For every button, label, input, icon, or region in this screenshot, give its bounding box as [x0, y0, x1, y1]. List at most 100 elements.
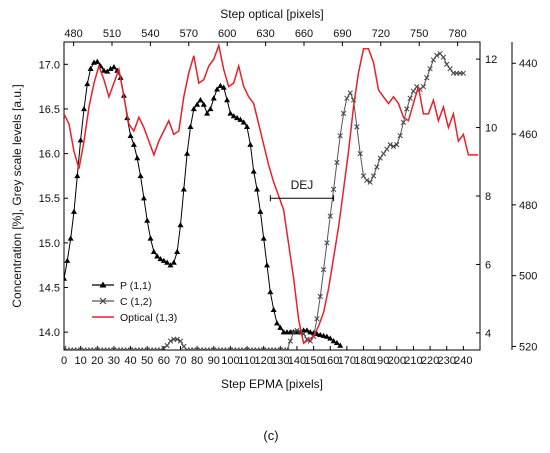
p-point [227, 110, 234, 116]
p-point [67, 235, 74, 241]
bottom-tick-label: 180 [354, 355, 372, 367]
c-point [337, 133, 343, 139]
p-point [200, 101, 207, 107]
p-point [150, 248, 157, 254]
bottom-tick-label: 130 [271, 355, 289, 367]
right-axis-1-ticks: 4 6 8 10 12 [476, 54, 497, 340]
top-tick-label: 600 [218, 28, 236, 40]
left-axis-title: Concentration [%], Grey scale levels [a.… [10, 84, 24, 307]
p-point [307, 329, 314, 335]
p-point [337, 342, 344, 348]
top-tick-label: 540 [141, 28, 159, 40]
p-point [270, 306, 277, 313]
p-point [217, 82, 224, 88]
p-point [317, 331, 324, 338]
c-point [424, 75, 430, 81]
p-point [164, 259, 171, 265]
series-1 [64, 50, 467, 350]
top-tick-label: 660 [295, 28, 313, 40]
top-axis-title: Step optical [pixels] [220, 7, 323, 21]
p-point [327, 335, 334, 341]
c-point [340, 110, 347, 117]
top-tick-label: 630 [256, 28, 274, 40]
p-point [74, 172, 81, 179]
p-point [320, 332, 327, 338]
c-point [167, 338, 174, 344]
c-point [334, 159, 340, 166]
legend-item-optical: Optical (1,3) [92, 312, 177, 324]
p-point [257, 208, 264, 214]
top-tick-label: 750 [410, 28, 428, 40]
legend-label-optical: Optical (1,3) [120, 312, 177, 324]
c-point [344, 95, 350, 101]
top-tick-label: 570 [180, 28, 198, 40]
p-point [87, 65, 94, 71]
c-point [64, 345, 67, 350]
p-point [147, 235, 154, 241]
p-point [110, 63, 117, 70]
p-point [214, 86, 221, 92]
bottom-tick-label: 30 [108, 355, 120, 367]
bottom-tick-label: 50 [141, 355, 153, 367]
left-tick-label: 15.5 [39, 193, 60, 205]
bottom-tick-label: 70 [174, 355, 186, 367]
legend-x-marker [99, 297, 107, 305]
p-point [174, 248, 181, 254]
c-point [367, 179, 373, 185]
c-point [320, 266, 327, 273]
p-point [157, 255, 164, 262]
c-point [380, 150, 387, 157]
p-point [77, 137, 84, 143]
p-point [137, 172, 144, 179]
p-point [84, 80, 91, 87]
bottom-axis-title: Step EPMA [pixels] [221, 377, 323, 391]
c-point [397, 133, 403, 139]
p-point [184, 150, 191, 156]
p-point [277, 324, 284, 330]
c-point [420, 83, 427, 90]
left-tick-label: 14.0 [39, 327, 60, 339]
c-point [357, 150, 363, 157]
p-point [204, 110, 211, 116]
p-point [210, 95, 217, 101]
c-point [440, 54, 447, 60]
series-layer [64, 42, 479, 350]
c-point [360, 173, 367, 179]
c-point [390, 143, 397, 150]
p-point [244, 123, 251, 130]
c-point [400, 119, 407, 126]
top-tick-label: 720 [372, 28, 390, 40]
bottom-tick-label: 220 [421, 355, 439, 367]
series-line [64, 42, 479, 345]
p-point [330, 338, 337, 344]
p-point [100, 67, 107, 73]
bottom-tick-label: 140 [288, 355, 306, 367]
right2-tick-label: 440 [519, 58, 537, 70]
p-point [187, 123, 194, 130]
c-point [294, 327, 300, 334]
c-point [174, 336, 180, 342]
right1-tick-label: 4 [485, 328, 491, 340]
p-point [207, 105, 214, 112]
c-point [324, 240, 330, 246]
c-point [384, 146, 390, 152]
bottom-tick-label: 190 [371, 355, 389, 367]
p-point [260, 235, 267, 241]
c-point [317, 293, 323, 300]
p-point [170, 259, 177, 265]
c-point [287, 338, 293, 344]
c-point [427, 66, 433, 72]
c-point [447, 66, 453, 72]
panel-label: (c) [263, 428, 278, 443]
p-point [190, 105, 197, 112]
p-point [80, 105, 87, 112]
c-point [374, 164, 380, 170]
bottom-tick-label: 0 [61, 355, 67, 367]
bottom-tick-label: 90 [208, 355, 220, 367]
c-point [394, 142, 400, 148]
c-point [410, 88, 417, 94]
p-point [154, 253, 161, 259]
bottom-tick-label: 240 [454, 355, 472, 367]
bottom-tick-label: 120 [255, 355, 273, 367]
